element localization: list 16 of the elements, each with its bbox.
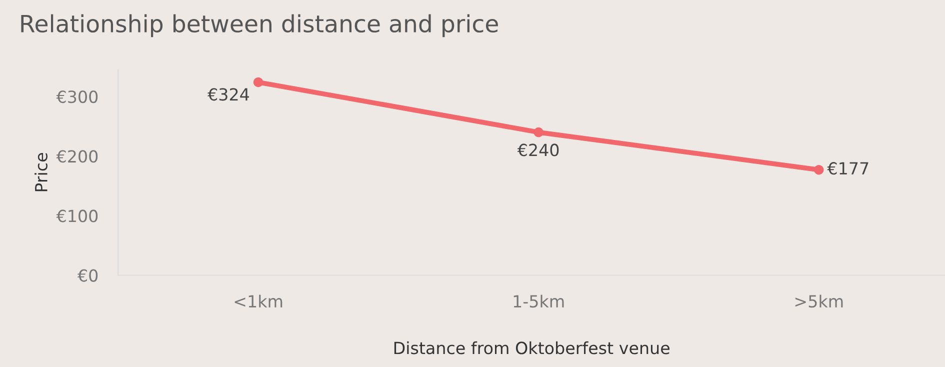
x-axis-title: Distance from Oktoberfest venue xyxy=(394,341,670,354)
point xyxy=(534,127,544,138)
data-label: €324 xyxy=(208,88,250,101)
y-axis-title: Price xyxy=(34,153,48,192)
y-tick-label: €200 xyxy=(56,150,98,163)
data-label: €177 xyxy=(827,162,868,175)
x-tick-label: 1-5km xyxy=(514,294,564,308)
x-tick-label: >5km xyxy=(795,294,843,308)
x-tick-label: <1km xyxy=(234,294,282,308)
point xyxy=(814,164,824,175)
y-tick-label: €300 xyxy=(56,90,98,104)
y-tick-label: €0 xyxy=(77,269,98,282)
data-label: €240 xyxy=(517,144,559,156)
chart-title: Relationship between distance and price xyxy=(21,14,498,38)
y-tick-label: €100 xyxy=(56,210,98,222)
point xyxy=(253,77,264,88)
